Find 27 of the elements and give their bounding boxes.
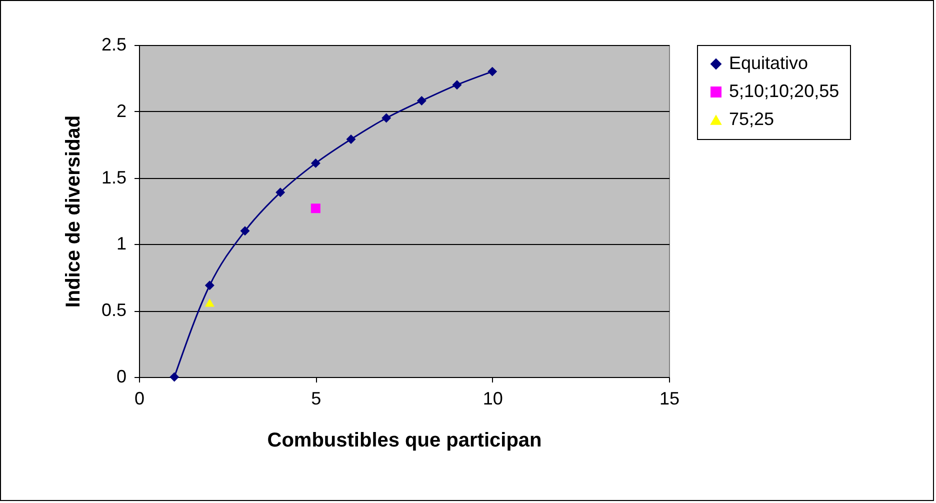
y-tick-label: 0 <box>116 366 126 386</box>
x-tick-label: 0 <box>134 388 145 408</box>
point <box>276 188 286 198</box>
legend-label: 75;25 <box>729 109 774 129</box>
legend-label: 5;10;10;20,55 <box>729 81 840 101</box>
y-tick-label: 0.5 <box>101 300 126 320</box>
point <box>452 80 462 90</box>
x-axis-title: Combustibles que participan <box>267 430 542 452</box>
y-axis-title: Indice de diversidad <box>62 115 84 308</box>
x-tick-label: 5 <box>311 388 322 408</box>
point <box>416 96 426 106</box>
point <box>310 204 320 214</box>
y-tick-label: 1 <box>116 234 126 254</box>
point <box>240 226 250 236</box>
x-tick-label: 10 <box>482 388 503 408</box>
legend-label: Equitativo <box>729 53 808 73</box>
point <box>170 372 180 382</box>
y-tick-label: 2.5 <box>101 34 126 54</box>
point <box>488 66 498 76</box>
x-tick-label: 15 <box>659 388 680 408</box>
point <box>310 158 320 168</box>
y-tick-label: 1.5 <box>101 167 126 188</box>
y-tick-label: 2 <box>116 100 126 121</box>
point <box>204 298 214 307</box>
point <box>346 134 356 144</box>
point <box>382 113 392 123</box>
point <box>204 280 214 290</box>
